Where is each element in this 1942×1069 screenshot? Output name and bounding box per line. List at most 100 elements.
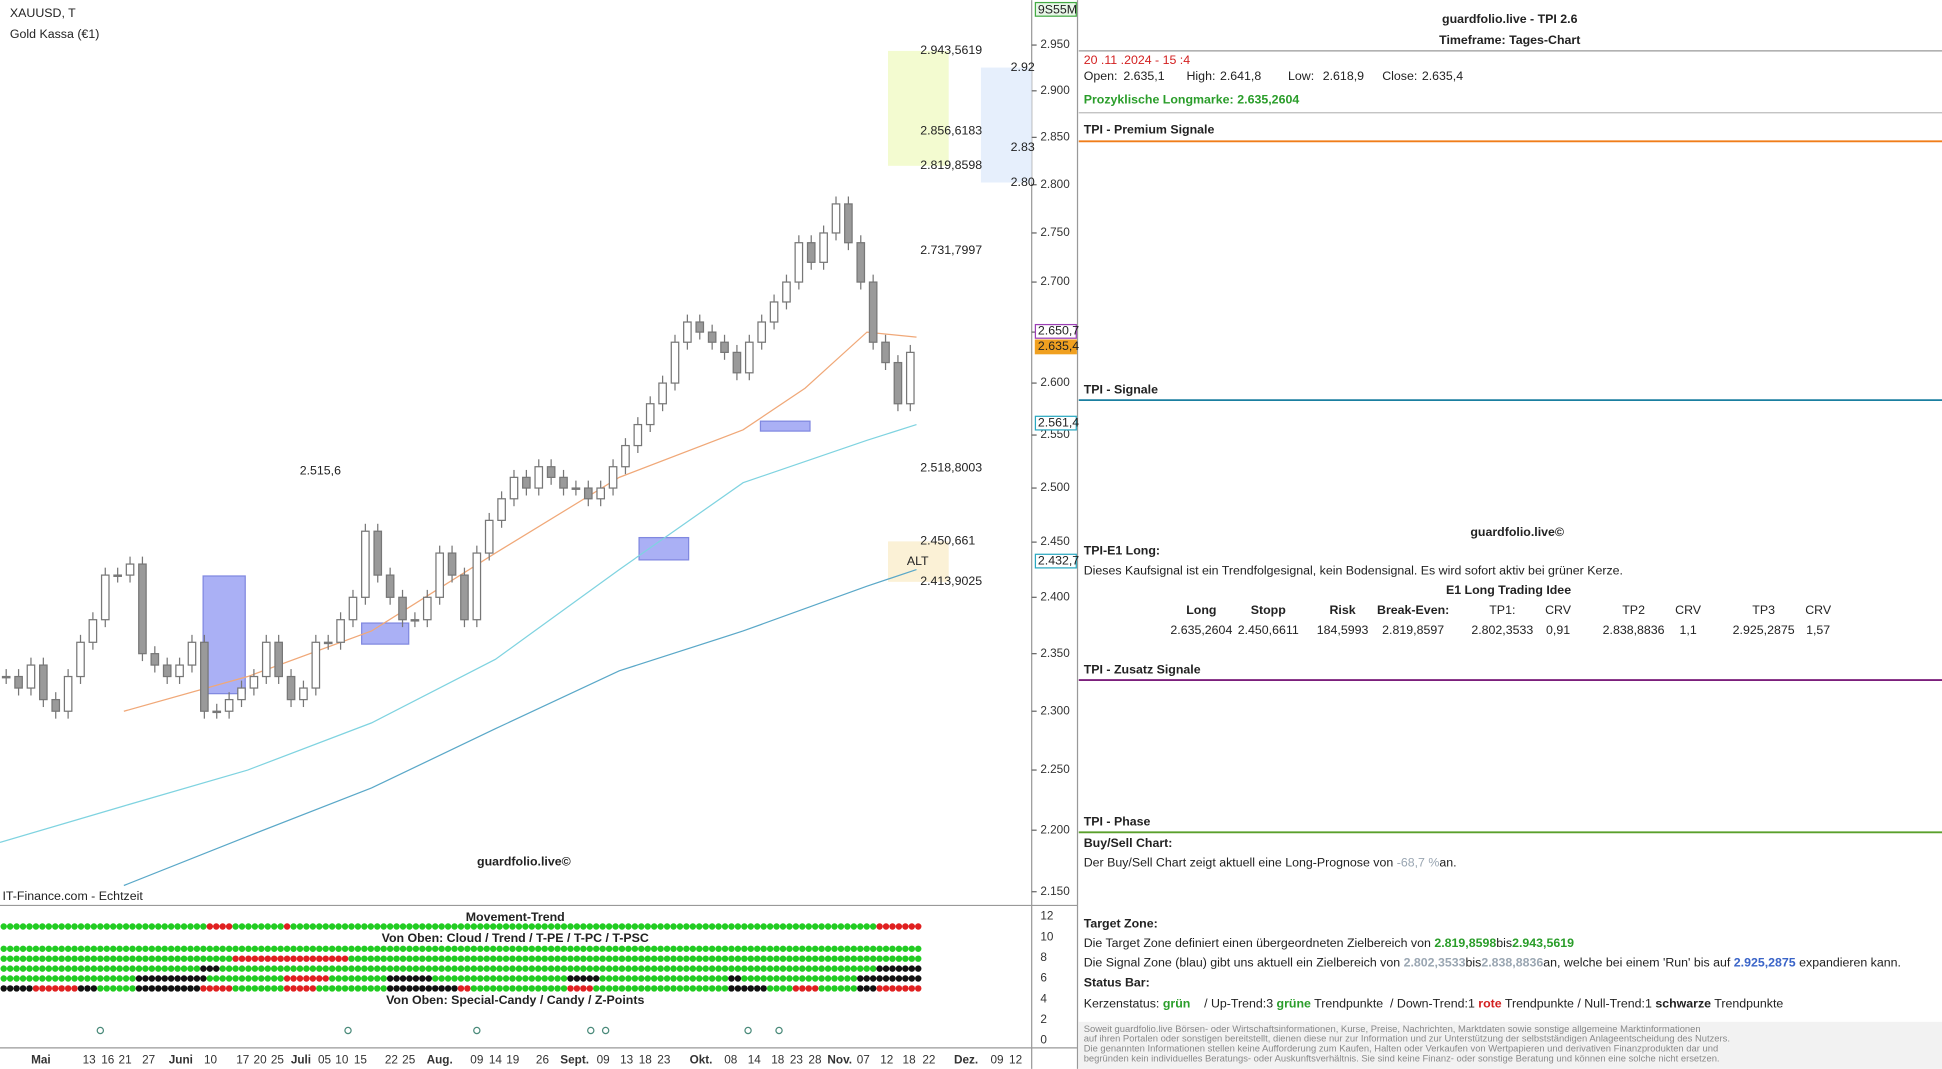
sentence: Der Buy/Sell Chart zeigt aktuell eine Lo… <box>1084 856 1457 870</box>
trend-dot <box>869 945 877 953</box>
trend-dot <box>206 975 214 982</box>
trend-dot <box>799 965 806 972</box>
trend-dot <box>251 945 259 953</box>
trend-dot <box>187 955 194 962</box>
trend-dot <box>650 965 658 972</box>
trend-dot <box>258 923 265 930</box>
trend-dot <box>283 975 291 982</box>
trend-dot <box>97 923 104 930</box>
trend-dot <box>277 955 284 962</box>
candle <box>435 552 445 598</box>
indicator-rows-label: Von Oben: Cloud / Trend / T-PE / T-PC / … <box>382 931 649 945</box>
trend-dot <box>438 975 445 982</box>
trend-dot <box>734 955 742 962</box>
trend-dot <box>502 985 510 992</box>
trend-dot <box>721 945 729 953</box>
trend-dot <box>560 945 568 953</box>
symbol: XAUUSD, T <box>10 6 76 20</box>
trend-dot <box>696 955 703 962</box>
trend-dot <box>77 965 85 972</box>
trend-dot <box>818 985 825 992</box>
x-tick-label: 16 <box>101 1053 115 1066</box>
moving-average <box>0 423 917 843</box>
trend-dot <box>213 923 220 930</box>
trend-dot <box>670 923 677 930</box>
trend-dot <box>638 923 645 930</box>
trend-dot <box>483 955 490 962</box>
trend-dot <box>708 965 716 972</box>
trend-dot <box>444 945 452 953</box>
trend-dot <box>303 945 310 953</box>
trend-dot <box>180 965 188 972</box>
trend-dot <box>148 955 156 962</box>
sentence-part: 2.802,3533 <box>1404 956 1466 970</box>
trend-dot <box>915 965 922 972</box>
x-tick-label: Aug. <box>427 1053 453 1066</box>
x-tick-label: 08 <box>724 1053 738 1066</box>
trend-dot <box>702 975 709 982</box>
trend-dot <box>213 985 220 992</box>
trend-dot <box>200 975 207 982</box>
trend-dot <box>406 975 413 982</box>
trend-dot <box>754 975 761 982</box>
candle <box>670 341 680 384</box>
trend-dot <box>760 965 767 972</box>
trend-dot <box>155 985 162 992</box>
trend-dot <box>689 945 697 953</box>
trend-dot <box>328 923 336 930</box>
trend-dot <box>779 955 787 962</box>
candle <box>398 596 407 621</box>
trend-dot <box>470 985 478 992</box>
trend-dot <box>393 975 400 982</box>
trend-dot <box>341 965 349 972</box>
trend-dot <box>451 955 458 962</box>
trend-dot <box>251 965 259 972</box>
trend-dot <box>580 985 587 992</box>
trend-dot <box>90 923 98 930</box>
trend-dot <box>219 955 226 962</box>
trend-dot <box>573 955 581 962</box>
trend-dot <box>258 965 265 972</box>
trend-dot <box>58 955 65 962</box>
y-tick-label: 2.900 <box>1040 84 1070 97</box>
x-tick-label: 22 <box>922 1053 935 1066</box>
trend-dot <box>393 985 400 992</box>
trend-dot <box>13 965 20 972</box>
trend-dot <box>560 955 568 962</box>
trend-dot <box>522 965 529 972</box>
trend-dot <box>90 975 98 982</box>
trend-dot <box>135 965 143 972</box>
trend-dot <box>245 975 252 982</box>
trend-dot <box>109 945 117 953</box>
price-tag-label: 2.635,4 <box>1038 339 1079 353</box>
trend-dot <box>399 975 407 982</box>
trend-dot <box>109 985 117 992</box>
trend-dot <box>238 923 246 930</box>
trend-dot <box>277 945 284 953</box>
trend-dot <box>683 965 690 972</box>
buysell-title: Buy/Sell Chart: <box>1084 836 1173 850</box>
trend-dot <box>908 945 916 953</box>
trend-dot <box>374 965 381 972</box>
trend-dot <box>19 975 27 982</box>
trend-dot <box>496 965 503 972</box>
trend-dot <box>328 945 336 953</box>
trend-dot <box>792 975 800 982</box>
candle <box>583 487 593 500</box>
trend-dot <box>225 975 233 982</box>
candle <box>14 675 23 689</box>
trend-dot <box>174 945 181 953</box>
idea-header: CRV <box>1675 603 1702 617</box>
trend-dot <box>431 975 439 982</box>
trend-dot <box>895 975 903 982</box>
trend-dot <box>0 975 7 982</box>
trend-dot <box>754 923 761 930</box>
trend-dot <box>728 955 735 962</box>
price-tag <box>1034 323 1077 339</box>
trend-dot <box>547 955 555 962</box>
trend-dot <box>77 975 85 982</box>
candle <box>286 675 296 701</box>
disclaimer: auf ihren Portalen oder sonstigen bereit… <box>1084 1033 1730 1044</box>
trend-dot <box>818 945 825 953</box>
trend-dot <box>348 965 355 972</box>
